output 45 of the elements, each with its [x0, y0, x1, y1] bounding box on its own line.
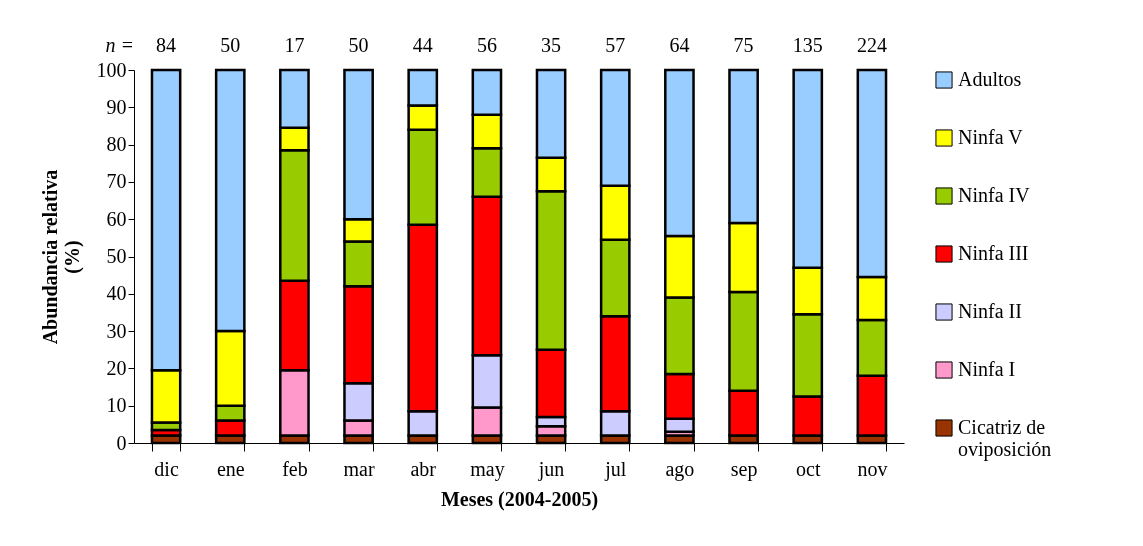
x-tick-label: oct — [796, 457, 821, 480]
y-tick-label: 50 — [106, 245, 127, 267]
text: 84 — [156, 34, 177, 56]
x-tick-label: nov — [857, 457, 888, 480]
y-tick-label: 90 — [106, 95, 127, 118]
y-tick-label: 10 — [106, 394, 127, 417]
text: 224 — [856, 34, 887, 56]
text: 135 — [792, 34, 823, 56]
x-tick-label: ene — [216, 457, 245, 480]
y-tick-label: 100 — [96, 58, 127, 81]
y-axis-title: Abundancia relativa (%) — [38, 169, 84, 345]
x-tick-label: jun — [537, 457, 565, 481]
legend-label: Ninfa II — [958, 300, 1022, 322]
text: 56 — [476, 34, 497, 56]
legend-label: Ninfa III — [958, 242, 1029, 264]
x-tick-label: ago — [665, 457, 695, 481]
text: 50 — [348, 34, 369, 56]
y-tick-label: 70 — [106, 170, 127, 193]
y-tick-label: 40 — [106, 282, 127, 305]
text: 50 — [220, 34, 241, 56]
legend-label: Ninfa V — [958, 126, 1024, 148]
x-axis-title: Meses (2004-2005) — [440, 487, 599, 511]
y-tick-label: 80 — [106, 133, 127, 156]
x-tick-label: may — [470, 457, 505, 481]
text: 64 — [669, 34, 690, 56]
legend-label: Ninfa I — [958, 358, 1016, 380]
x-tick-label: dic — [154, 457, 179, 480]
text: 44 — [412, 34, 433, 56]
text: n = — [105, 34, 134, 56]
legend-label: Adultos — [958, 68, 1022, 90]
text: 57 — [605, 34, 626, 56]
legend-label: Cicatriz de oviposición — [958, 416, 1052, 461]
y-tick-label: 30 — [106, 319, 127, 342]
text: 35 — [541, 34, 562, 56]
y-tick-label: 60 — [106, 207, 127, 230]
y-tick-label: 20 — [106, 356, 127, 379]
x-tick-label: feb — [282, 457, 308, 480]
text: 17 — [284, 34, 305, 56]
y-tick-label: 0 — [116, 431, 127, 454]
legend-label: Ninfa IV — [958, 184, 1031, 206]
x-tick-label: mar — [343, 457, 375, 480]
x-tick-label: sep — [730, 457, 758, 481]
text: 75 — [733, 34, 754, 56]
x-tick-label: jul — [604, 457, 627, 481]
x-tick-label: abr — [410, 457, 437, 480]
